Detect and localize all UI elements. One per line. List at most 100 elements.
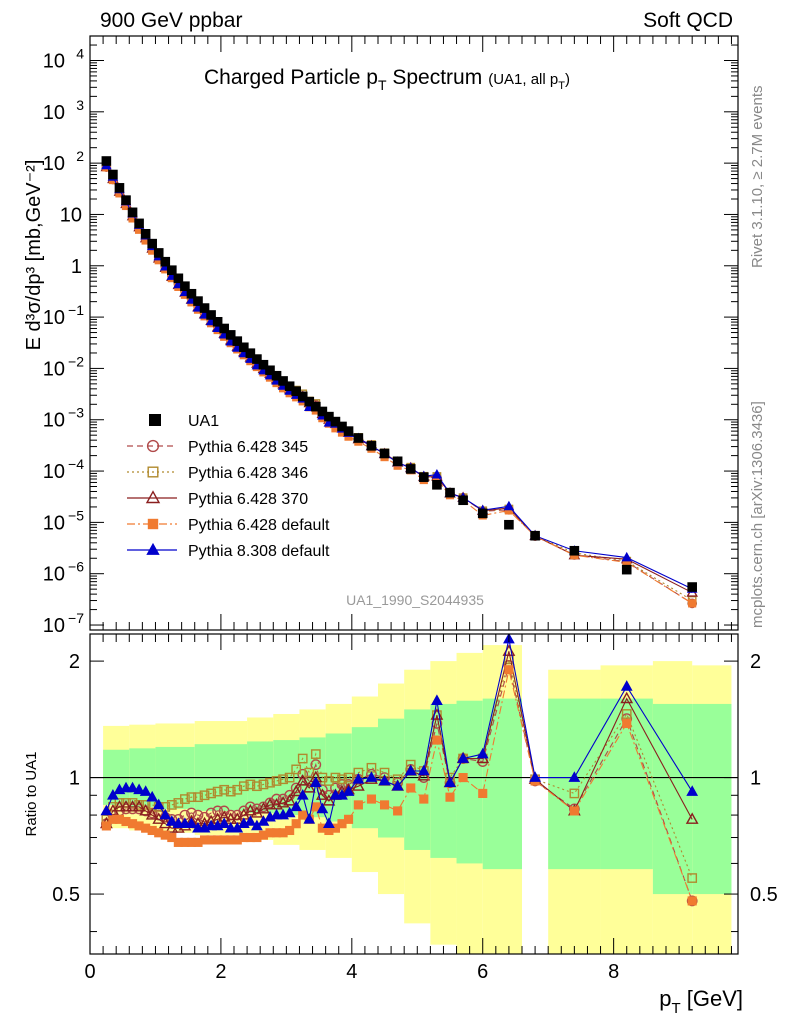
data-point bbox=[569, 545, 580, 556]
top-y-tick-exponent: −4 bbox=[68, 456, 84, 472]
series-point-ratio bbox=[342, 785, 355, 796]
x-tick-label: 4 bbox=[346, 961, 357, 983]
data-point bbox=[173, 273, 184, 284]
series-point-ratio bbox=[431, 694, 443, 706]
series-point-ratio bbox=[687, 896, 697, 906]
data-point bbox=[284, 381, 295, 392]
series-point-ratio bbox=[167, 832, 177, 843]
top-y-tick-exponent: 4 bbox=[76, 45, 84, 61]
top-y-tick-label: 10 bbox=[43, 410, 65, 432]
data-point bbox=[297, 391, 308, 402]
series-point-ratio bbox=[304, 767, 315, 778]
data-point bbox=[186, 288, 197, 299]
x-tick-label: 2 bbox=[215, 961, 226, 983]
rivet-label: Rivet 3.1.10, ≥ 2.7M events bbox=[749, 86, 766, 269]
stat-uncertainty-band bbox=[482, 698, 522, 870]
top-series-layer bbox=[100, 156, 698, 609]
data-point bbox=[353, 433, 364, 443]
data-point bbox=[343, 426, 354, 436]
ratio-series-layer bbox=[99, 634, 699, 907]
data-point bbox=[101, 156, 112, 166]
series-point-ratio bbox=[315, 788, 329, 800]
top-y-tick-label: 10 bbox=[43, 153, 65, 175]
top-y-tick-label: 10 bbox=[43, 564, 65, 586]
series-point-ratio bbox=[310, 749, 321, 759]
series-point-ratio bbox=[529, 771, 541, 782]
series-point-ratio bbox=[107, 789, 119, 800]
series-point-ratio bbox=[284, 772, 295, 783]
data-point bbox=[140, 228, 151, 239]
top-y-tick-exponent: 2 bbox=[76, 148, 84, 164]
data-point bbox=[121, 195, 131, 205]
series-point-ratio bbox=[296, 774, 310, 786]
data-point bbox=[687, 582, 697, 592]
series-point-top bbox=[621, 551, 633, 562]
ratio-y-tick-label: 0.5 bbox=[52, 884, 80, 906]
series-point-ratio bbox=[289, 784, 303, 797]
series-point-ratio bbox=[244, 815, 257, 826]
data-point bbox=[108, 169, 118, 180]
series-point-ratio bbox=[283, 794, 297, 806]
data-point bbox=[392, 456, 403, 467]
top-y-tick-exponent: −5 bbox=[68, 507, 84, 523]
data-point bbox=[530, 530, 540, 541]
data-point bbox=[278, 376, 288, 386]
series-point-top bbox=[431, 468, 443, 479]
series-point-ratio bbox=[258, 779, 269, 790]
series-point-ratio bbox=[393, 806, 403, 816]
series-point-ratio bbox=[457, 752, 469, 763]
series-point-ratio bbox=[324, 776, 334, 786]
series-point-ratio bbox=[353, 800, 363, 810]
top-y-axis-label: E d³σ/dp³ [mb,GeV⁻²] bbox=[23, 160, 45, 351]
series-point-ratio bbox=[352, 772, 365, 784]
legend-label: Pythia 8.308 default bbox=[188, 543, 330, 560]
data-point bbox=[366, 441, 377, 451]
stat-uncertainty-band bbox=[548, 698, 601, 870]
series-point-ratio bbox=[278, 774, 288, 785]
series-point-ratio bbox=[252, 781, 262, 792]
data-point bbox=[206, 310, 216, 320]
series-point-ratio bbox=[291, 764, 302, 775]
series-point-ratio bbox=[212, 786, 223, 797]
series-point-top bbox=[688, 599, 697, 608]
series-point-ratio bbox=[351, 779, 365, 791]
top-y-tick-exponent: −1 bbox=[68, 302, 84, 318]
series-point-ratio bbox=[165, 815, 178, 826]
stat-uncertainty-band bbox=[652, 703, 693, 895]
series-point-ratio bbox=[686, 895, 698, 907]
series-point-ratio bbox=[478, 788, 488, 798]
series-point-ratio bbox=[379, 800, 390, 810]
series-point-ratio bbox=[225, 786, 236, 797]
data-point bbox=[317, 406, 328, 417]
series-line-top bbox=[105, 166, 693, 604]
series-point-ratio bbox=[310, 759, 322, 771]
data-point bbox=[432, 479, 442, 490]
legend-marker-data bbox=[149, 414, 161, 426]
series-point-ratio bbox=[316, 802, 329, 814]
data-point bbox=[199, 303, 210, 313]
legend-label: UA1 bbox=[188, 413, 219, 430]
legend-label: Pythia 6.428 346 bbox=[188, 465, 308, 482]
data-point bbox=[232, 336, 243, 346]
data-point bbox=[379, 448, 390, 459]
series-point-ratio bbox=[622, 718, 632, 729]
series-point-ratio bbox=[378, 774, 391, 786]
series-point-ratio bbox=[101, 821, 111, 831]
bottom-panel-frame bbox=[89, 633, 739, 955]
series-point-ratio bbox=[133, 783, 145, 795]
series-point-ratio bbox=[271, 793, 282, 805]
series-point-ratio bbox=[406, 783, 416, 793]
data-point bbox=[330, 416, 341, 427]
ratio-y-tick-label: 2 bbox=[69, 651, 80, 673]
series-point-ratio bbox=[620, 680, 633, 691]
series-point-ratio bbox=[569, 788, 580, 799]
top-y-tick-exponent: −6 bbox=[68, 559, 84, 575]
legend-marker bbox=[145, 490, 161, 504]
top-y-tick-label: 10 bbox=[43, 358, 65, 380]
ratio-y-tick-label-right: 0.5 bbox=[750, 884, 778, 906]
legend-label: Pythia 6.428 370 bbox=[188, 491, 308, 508]
series-point-ratio bbox=[185, 817, 198, 828]
series-point-ratio bbox=[159, 808, 172, 820]
